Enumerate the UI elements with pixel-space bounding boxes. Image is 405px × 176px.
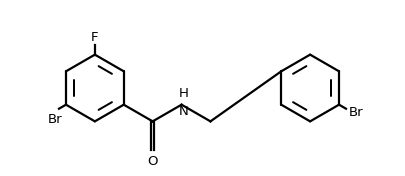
Text: N: N xyxy=(179,105,189,118)
Text: Br: Br xyxy=(48,113,63,126)
Text: F: F xyxy=(91,31,99,44)
Text: H: H xyxy=(179,87,189,100)
Text: Br: Br xyxy=(348,106,363,119)
Text: O: O xyxy=(147,155,158,168)
